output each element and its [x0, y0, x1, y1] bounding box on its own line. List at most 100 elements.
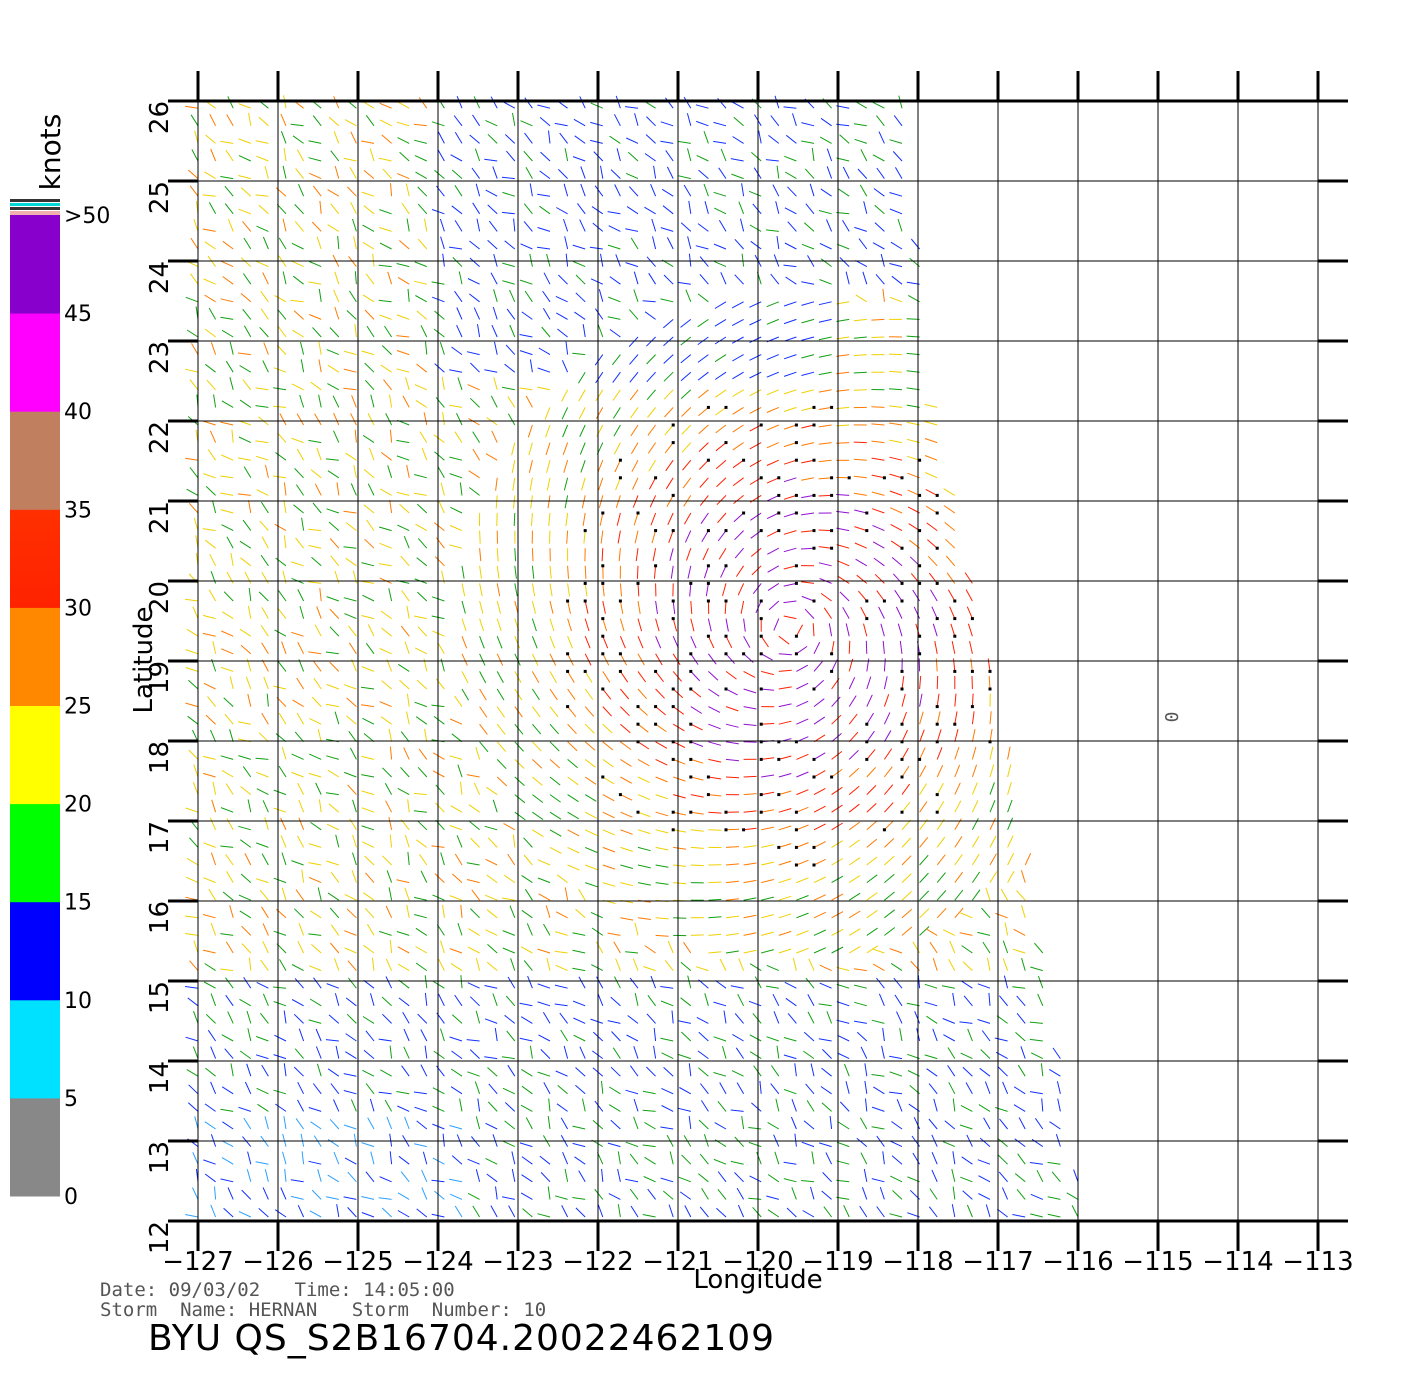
- wind-vector: [450, 506, 463, 514]
- wind-vector: [1017, 1064, 1026, 1077]
- wind-vector: [928, 1206, 938, 1218]
- wind-vector: [743, 932, 757, 936]
- wind-vector: [836, 1196, 850, 1200]
- wind-vector: [690, 618, 695, 632]
- wind-vector: [732, 442, 744, 451]
- wind-vector: [327, 1068, 340, 1077]
- wind-vector: [415, 523, 428, 532]
- wind-vector: [801, 595, 815, 602]
- wind-vector: [243, 237, 252, 250]
- wind-vector: [562, 1152, 569, 1165]
- wind-vector: [325, 458, 339, 461]
- wind-vector: [330, 942, 340, 954]
- wind-vector: [790, 1116, 797, 1130]
- wind-vector: [378, 157, 392, 162]
- wind-vector: [325, 792, 339, 796]
- rain-flag-dot: [636, 810, 640, 814]
- wind-vector: [701, 530, 709, 543]
- wind-vector: [783, 547, 797, 553]
- wind-vector: [185, 598, 199, 602]
- wind-vector: [783, 459, 797, 465]
- rain-flag-dot: [918, 564, 922, 568]
- wind-vector: [813, 911, 827, 919]
- wind-vector: [936, 800, 945, 813]
- wind-vector: [344, 119, 357, 127]
- rain-flag-dot: [759, 617, 763, 621]
- wind-vector: [399, 503, 410, 514]
- wind-vector: [874, 222, 885, 232]
- wind-vector: [871, 491, 885, 496]
- date-label: Date:: [100, 1279, 158, 1301]
- wind-vector: [490, 1205, 498, 1218]
- wind-vector: [999, 1118, 1008, 1130]
- wind-vector: [275, 1103, 287, 1112]
- wind-vector: [579, 424, 586, 438]
- wind-vector: [801, 243, 815, 250]
- wind-vector: [761, 949, 774, 954]
- wind-vector: [390, 183, 393, 197]
- wind-vector: [819, 136, 832, 144]
- wind-vector: [818, 1003, 832, 1007]
- wind-vector: [783, 389, 797, 395]
- wind-vector: [653, 165, 657, 179]
- wind-vector: [549, 688, 558, 701]
- wind-vector: [813, 841, 826, 848]
- rain-flag-dot: [759, 687, 763, 691]
- wind-vector: [531, 653, 539, 666]
- wind-vector: [589, 246, 603, 250]
- wind-vector: [879, 1186, 885, 1200]
- wind-vector: [474, 1081, 481, 1094]
- wind-vector: [734, 274, 744, 285]
- wind-vector: [471, 889, 481, 901]
- wind-vector: [509, 905, 516, 918]
- wind-vector: [186, 329, 199, 338]
- wind-vector: [720, 272, 727, 285]
- rain-flag-dot: [671, 810, 675, 814]
- wind-vector: [188, 1084, 199, 1095]
- lat-lon-grid: [168, 71, 1348, 1251]
- wind-vector: [680, 389, 692, 399]
- wind-vector: [964, 572, 973, 584]
- wind-vector: [454, 220, 463, 232]
- wind-vector: [432, 752, 445, 760]
- wind-vector: [262, 360, 269, 373]
- wind-vector: [662, 1190, 674, 1200]
- wind-vector: [293, 1013, 304, 1024]
- wind-vector: [820, 188, 832, 197]
- wind-vector: [1007, 835, 1014, 848]
- wind-vector: [255, 405, 269, 408]
- wind-vector: [672, 618, 678, 632]
- wind-vector: [1030, 1213, 1043, 1218]
- wind-vector: [350, 131, 357, 144]
- wind-vector: [541, 326, 551, 338]
- wind-vector: [277, 326, 287, 338]
- wind-vector: [202, 632, 216, 637]
- wind-vector: [450, 154, 463, 162]
- wind-vector: [523, 854, 533, 866]
- wind-vector: [537, 1001, 551, 1007]
- wind-vector: [397, 137, 410, 144]
- rain-flag-dot: [601, 652, 605, 656]
- wind-vector: [454, 131, 463, 144]
- wind-vector: [859, 1205, 868, 1218]
- wind-vector: [602, 723, 613, 734]
- wind-vector: [329, 538, 340, 549]
- rain-flag-dot: [618, 599, 622, 603]
- wind-vector: [989, 782, 995, 795]
- wind-vector: [273, 1054, 287, 1060]
- rain-flag-dot: [671, 529, 675, 533]
- y-tick-label: 26: [145, 101, 175, 134]
- wind-vector: [220, 316, 234, 320]
- wind-vector: [520, 1192, 533, 1200]
- rain-flag-dot: [566, 652, 570, 656]
- wind-vector: [766, 424, 779, 431]
- wind-vector: [282, 570, 287, 584]
- wind-vector: [653, 1045, 657, 1059]
- wind-vector: [244, 1081, 252, 1095]
- wind-vector: [449, 404, 463, 408]
- wind-vector: [813, 679, 825, 690]
- wind-vector: [906, 1002, 920, 1007]
- wind-vector: [278, 765, 287, 778]
- wind-vector: [584, 776, 597, 785]
- y-axis-label: Latitude: [129, 606, 159, 713]
